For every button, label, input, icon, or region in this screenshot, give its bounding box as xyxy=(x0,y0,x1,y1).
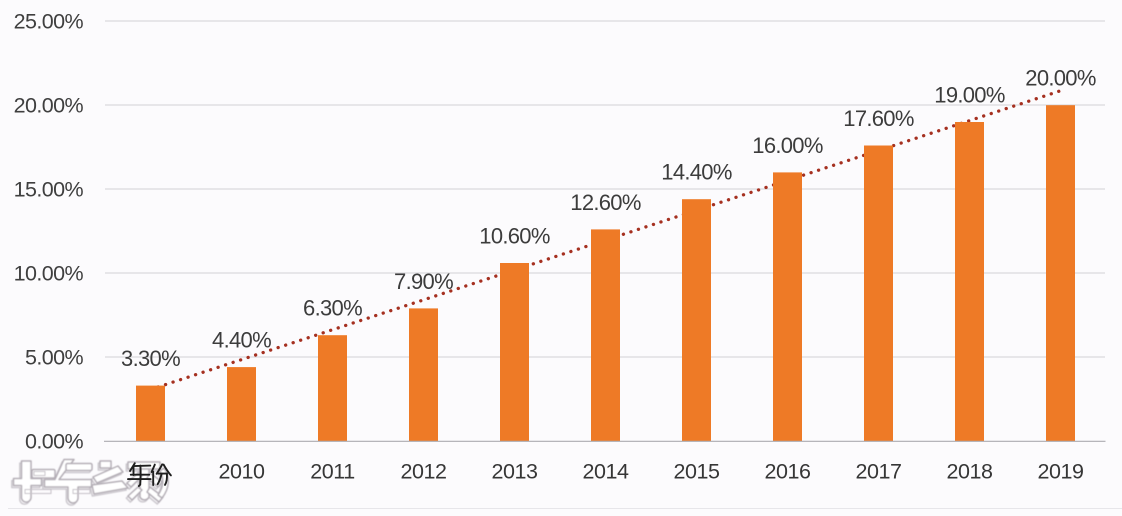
svg-text:0.00%: 0.00% xyxy=(25,429,83,453)
svg-text:2012: 2012 xyxy=(400,460,446,484)
svg-text:2013: 2013 xyxy=(491,460,538,484)
svg-text:20.00%: 20.00% xyxy=(14,93,84,117)
svg-text:20.00%: 20.00% xyxy=(1025,66,1096,91)
svg-text:2017: 2017 xyxy=(855,460,901,484)
svg-text:14.40%: 14.40% xyxy=(661,160,732,185)
svg-text:5.00%: 5.00% xyxy=(25,345,83,369)
svg-text:10.60%: 10.60% xyxy=(479,224,550,249)
svg-text:12.60%: 12.60% xyxy=(570,190,641,215)
svg-text:2015: 2015 xyxy=(673,460,720,484)
svg-text:2014: 2014 xyxy=(582,460,629,484)
svg-text:2018: 2018 xyxy=(946,460,993,484)
svg-text:3.30%: 3.30% xyxy=(121,346,180,371)
svg-text:19.00%: 19.00% xyxy=(934,83,1005,108)
svg-text:2010: 2010 xyxy=(218,460,265,484)
svg-text:16.00%: 16.00% xyxy=(752,133,823,158)
svg-text:2011: 2011 xyxy=(310,460,354,484)
svg-text:15.00%: 15.00% xyxy=(14,177,84,201)
svg-text:2019: 2019 xyxy=(1037,460,1083,484)
svg-text:10.00%: 10.00% xyxy=(14,261,84,285)
svg-text:25.00%: 25.00% xyxy=(14,9,84,33)
svg-text:6.30%: 6.30% xyxy=(303,296,362,321)
svg-text:7.90%: 7.90% xyxy=(394,269,453,294)
svg-text:17.60%: 17.60% xyxy=(843,106,914,131)
svg-text:2016: 2016 xyxy=(764,460,811,484)
svg-text:4.40%: 4.40% xyxy=(212,328,271,353)
